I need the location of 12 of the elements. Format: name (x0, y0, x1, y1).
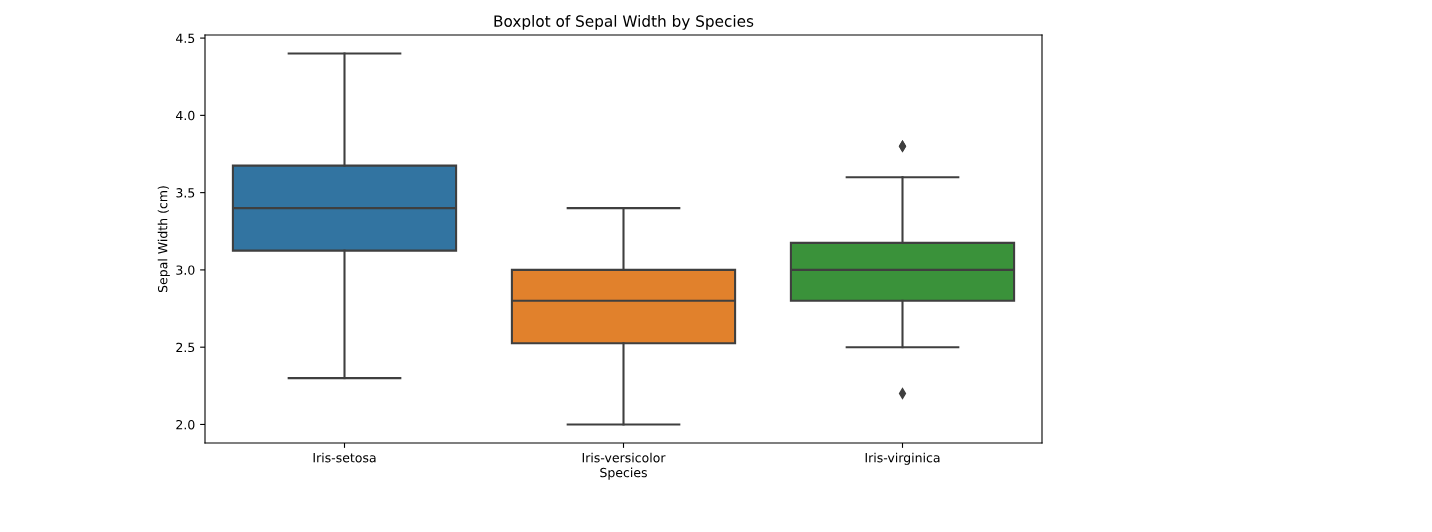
y-tick-label: 3.5 (176, 188, 195, 198)
y-axis-title: Sepal Width (cm) (157, 186, 170, 293)
y-tick-label: 4.0 (176, 110, 195, 121)
y-tick-label: 4.5 (176, 33, 195, 44)
y-tick-label: 2.0 (176, 419, 195, 430)
x-tick-label: Iris-virginica (865, 452, 940, 465)
y-tick-label: 2.5 (176, 342, 195, 353)
x-tick-label: Iris-setosa (313, 452, 376, 463)
x-axis-title: Species (600, 467, 647, 480)
chart-title: Boxplot of Sepal Width by Species (494, 15, 754, 30)
x-tick-label: Iris-versicolor (582, 452, 666, 463)
y-tick-label: 3.0 (176, 265, 195, 275)
